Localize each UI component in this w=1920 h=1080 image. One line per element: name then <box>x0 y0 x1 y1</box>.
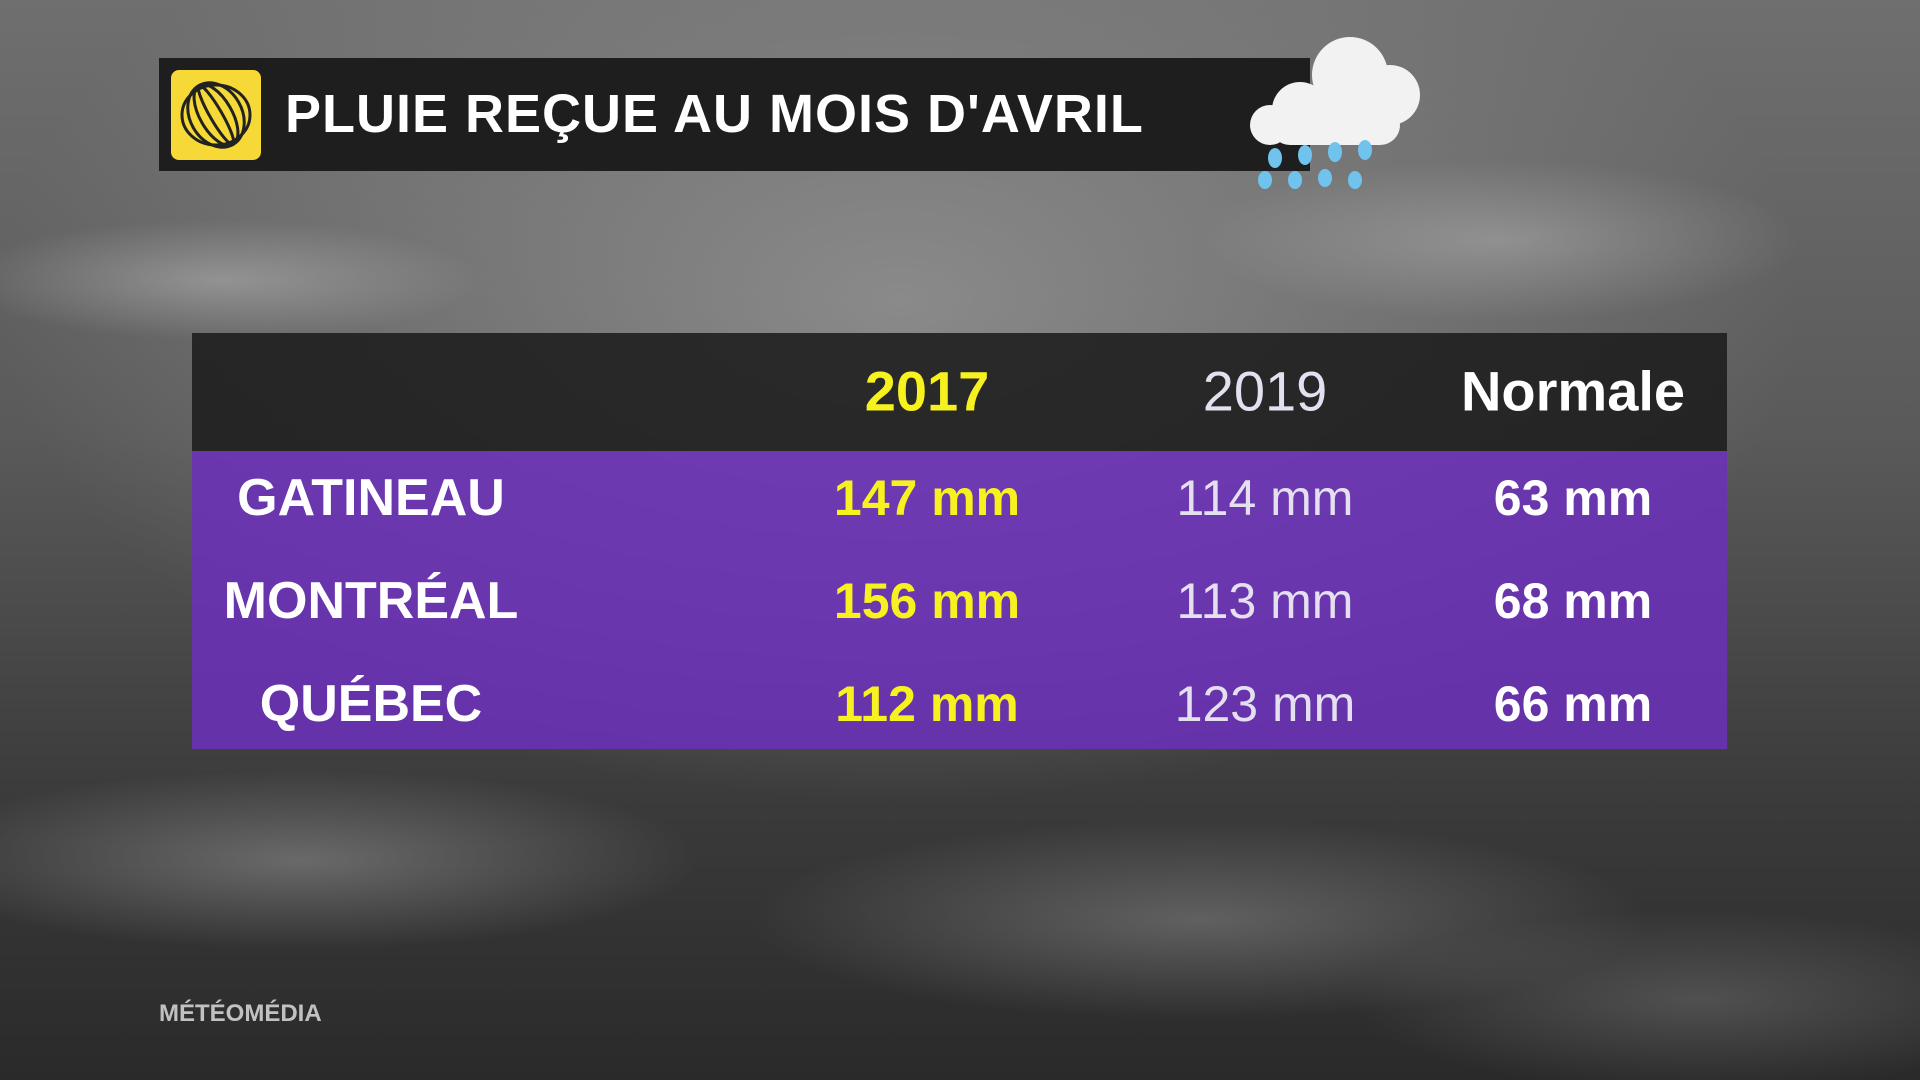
rain-value: 114 mm <box>1176 470 1354 526</box>
city-name: QUÉBEC <box>259 675 483 733</box>
title-bar <box>159 58 1310 171</box>
logo <box>171 70 261 160</box>
table-header <box>192 333 1727 451</box>
brand: MÉTÉOMÉDIA <box>159 1000 322 1027</box>
rain-value: 66 mm <box>1493 676 1653 732</box>
logo-icon <box>180 81 252 149</box>
rain-value: 123 mm <box>1174 676 1356 732</box>
title: PLUIE REÇUE AU MOIS D'AVRIL <box>285 84 1144 144</box>
rain-value: 113 mm <box>1176 573 1354 629</box>
rain-value: 63 mm <box>1493 470 1653 526</box>
column-header: 2017 <box>864 359 990 423</box>
city-name: GATINEAU <box>237 469 505 527</box>
rain-value: 68 mm <box>1493 573 1653 629</box>
column-header: 2019 <box>1202 359 1328 423</box>
table-body <box>192 451 1727 749</box>
city-name: MONTRÉAL <box>223 572 519 630</box>
column-header: Normale <box>1460 359 1686 423</box>
rain-value: 156 mm <box>833 573 1021 629</box>
weather-icon <box>1250 37 1420 189</box>
rain-value: 112 mm <box>835 676 1019 732</box>
rain-value: 147 mm <box>833 470 1021 526</box>
